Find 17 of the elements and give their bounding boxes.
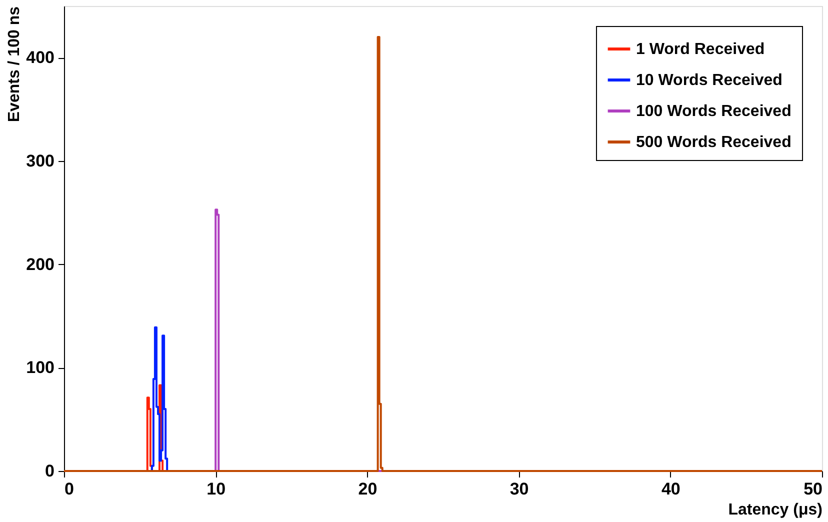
x-tick-label: 0 — [64, 480, 74, 498]
y-tick-label: 400 — [26, 48, 54, 68]
y-tick-label: 200 — [26, 254, 54, 274]
legend-label: 10 Words Received — [636, 72, 782, 89]
x-tick-label: 20 — [358, 480, 378, 498]
legend-label: 100 Words Received — [636, 103, 792, 120]
y-axis-title: Events / 100 ns — [6, 6, 24, 122]
legend-label: 1 Word Received — [636, 41, 765, 58]
x-tick-label: 10 — [206, 480, 226, 498]
x-tick-label: 50 — [804, 480, 822, 498]
y-tick-label: 300 — [26, 152, 54, 170]
y-tick-label: 0 — [45, 462, 54, 480]
y-tick-label: 100 — [26, 358, 54, 378]
legend-label: 500 Words Received — [636, 134, 792, 151]
x-axis-title: Latency (μs) — [728, 502, 822, 518]
x-tick-label: 30 — [510, 480, 529, 498]
x-tick-label: 40 — [661, 480, 680, 498]
